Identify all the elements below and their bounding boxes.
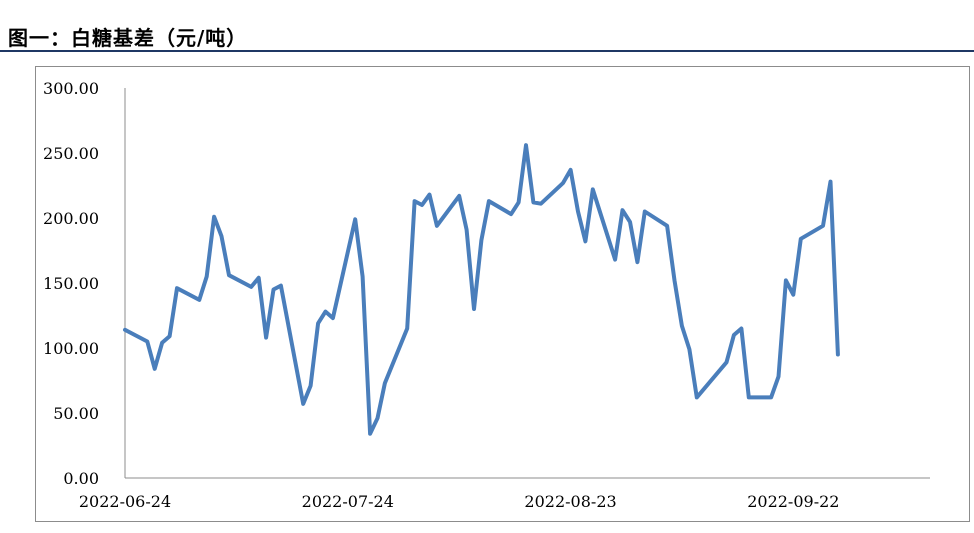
y-tick-label: 200.00 bbox=[43, 209, 99, 228]
x-tick-label: 2022-08-23 bbox=[524, 492, 616, 511]
x-tick-label: 2022-09-22 bbox=[747, 492, 839, 511]
y-tick-label: 100.00 bbox=[43, 339, 99, 358]
series-line bbox=[123, 143, 840, 436]
title-divider bbox=[0, 50, 974, 52]
y-tick-label: 300.00 bbox=[43, 79, 99, 98]
chart-frame bbox=[35, 66, 970, 522]
y-tick-label: 50.00 bbox=[53, 404, 99, 423]
y-tick-label: 0.00 bbox=[63, 469, 99, 488]
chart-title: 图一：白糖基差（元/吨） bbox=[8, 26, 248, 50]
x-tick-label: 2022-07-24 bbox=[302, 492, 394, 511]
y-tick-label: 250.00 bbox=[43, 144, 99, 163]
x-tick-label: 2022-06-24 bbox=[79, 492, 171, 511]
y-tick-label: 150.00 bbox=[43, 274, 99, 293]
